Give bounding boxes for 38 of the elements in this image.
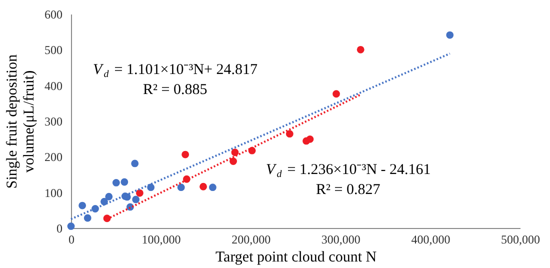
y-axis-title: Single fruit deposition volume(μL/fruit) [4, 54, 38, 189]
annotation: R² = 0.885 [143, 82, 208, 98]
point [286, 130, 294, 138]
y-tick-label: 600 [44, 8, 62, 22]
point [177, 184, 185, 192]
point [132, 196, 140, 204]
x-tick-label: 200,000 [232, 232, 271, 246]
y-tick-label: 500 [44, 43, 62, 58]
point [120, 178, 128, 186]
point [231, 148, 239, 156]
point [332, 90, 340, 98]
point [200, 182, 207, 190]
y-tick-label: 300 [44, 114, 62, 128]
point [356, 46, 364, 54]
y-tick-label: 100 [44, 186, 62, 200]
y-tick-label: 0 [56, 222, 62, 236]
x-tick-label: 500,000 [501, 232, 540, 246]
point [131, 160, 139, 168]
point [182, 150, 190, 158]
point [208, 184, 216, 192]
point [230, 158, 237, 166]
x-tick-label: 0 [68, 232, 74, 246]
point [78, 202, 86, 210]
y-tick-label: 400 [44, 78, 62, 93]
point [67, 222, 75, 230]
annotation: R² = 0.827 [316, 182, 381, 198]
point [306, 135, 314, 143]
point [112, 179, 120, 186]
x-tick-label: 300,000 [321, 232, 360, 246]
point [136, 189, 144, 197]
x-tick-label: 400,000 [411, 232, 450, 246]
x-tick-label: 100,000 [142, 232, 181, 246]
y-tick-label: 200 [44, 150, 62, 164]
point [446, 31, 454, 39]
point [84, 214, 92, 222]
x-axis-title: Target point cloud count N [215, 250, 377, 266]
point [105, 192, 113, 200]
point [147, 184, 155, 192]
